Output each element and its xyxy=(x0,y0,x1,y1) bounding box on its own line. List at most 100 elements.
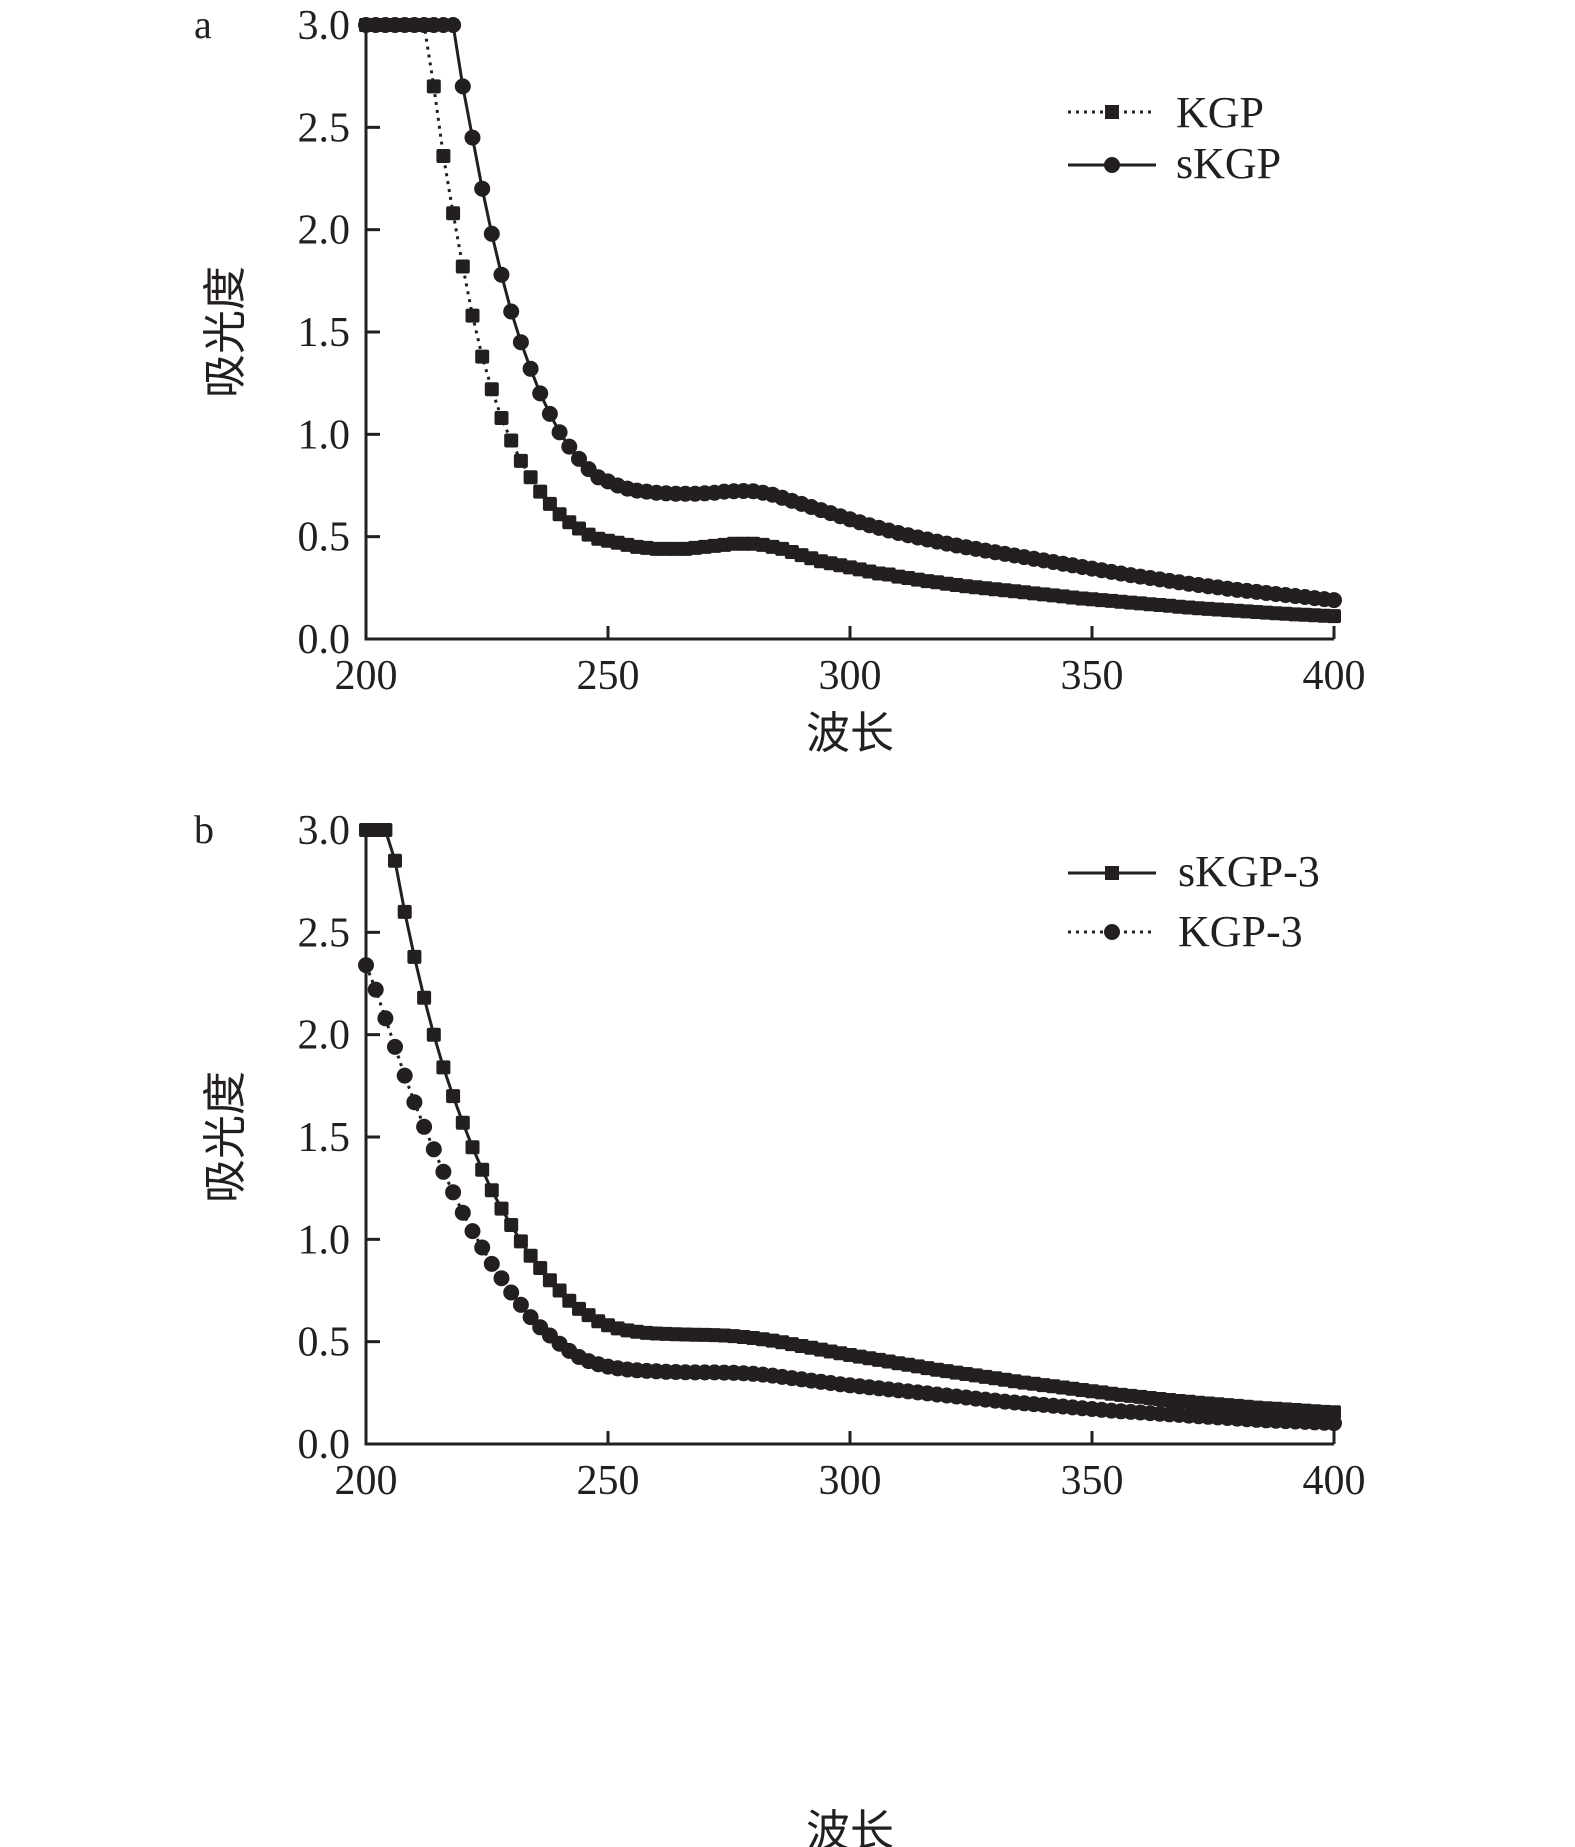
x-tick-label: 200 xyxy=(335,1458,398,1504)
series-skgp-3 xyxy=(359,823,1341,1420)
data-marks xyxy=(358,17,1342,624)
data-point-circle xyxy=(377,1010,394,1027)
data-point-square xyxy=(407,949,422,964)
legend-circle-marker-icon xyxy=(1104,157,1120,173)
series-skgp xyxy=(358,17,1342,609)
data-point-square xyxy=(455,1115,470,1130)
data-point-square xyxy=(388,853,402,868)
x-tick-label: 350 xyxy=(1061,1458,1124,1504)
data-point-square xyxy=(426,1027,441,1042)
data-point-circle xyxy=(474,180,491,197)
x-tick-label: 250 xyxy=(577,1458,640,1504)
data-point-square xyxy=(446,206,461,221)
legend-square-marker-icon xyxy=(1105,105,1119,119)
data-point-circle xyxy=(541,405,558,422)
legend-label: KGP-3 xyxy=(1178,907,1303,956)
data-point-circle xyxy=(358,957,374,974)
data-point-square xyxy=(533,484,548,499)
data-point-square xyxy=(465,308,480,323)
chart-panel-a: a 波长 吸光度 200 250 300 350 4000.00.51.01.52.02… xyxy=(194,2,1366,759)
legend-item-skgp: sKGP xyxy=(1068,139,1281,188)
data-point-circle xyxy=(474,1239,491,1256)
data-point-circle xyxy=(522,1309,539,1326)
y-axis-title: 吸光度 xyxy=(200,1071,251,1203)
y-axis-title: 吸光度 xyxy=(200,266,251,398)
data-point-circle xyxy=(512,1296,529,1313)
tick-labels: 200 250 300 350 400 0.0 0.5 1.0 1.5 2.0 2.5 3.0 xyxy=(298,808,1366,1504)
data-point-circle xyxy=(454,78,471,95)
data-point-circle xyxy=(464,129,481,146)
data-point-circle xyxy=(387,1038,403,1055)
data-point-square xyxy=(378,823,393,837)
data-point-square xyxy=(436,1060,451,1075)
panel-label: b xyxy=(194,807,214,852)
y-tick-label: 2.5 xyxy=(298,910,351,956)
data-point-circle xyxy=(445,1184,462,1201)
y-tick-label: 3.0 xyxy=(298,808,351,854)
x-tick-label: 300 xyxy=(819,653,882,699)
data-point-circle xyxy=(416,1118,433,1135)
chart-panel-b: b 波长 吸光度 200 250 300 350 4000.00.51.01.52.02… xyxy=(194,807,1366,1847)
y-tick-label: 1.0 xyxy=(298,1217,351,1263)
x-axis-title: 波长 xyxy=(806,708,894,759)
data-marks xyxy=(358,823,1342,1432)
x-tick-label: 400 xyxy=(1303,653,1366,699)
y-tick-label: 1.5 xyxy=(298,310,351,356)
data-point-square xyxy=(523,470,538,485)
legend-item-kgp: KGP xyxy=(1068,88,1264,137)
x-tick-label: 300 xyxy=(819,1458,882,1504)
data-point-circle xyxy=(561,438,578,455)
y-tick-label: 0.5 xyxy=(298,1320,351,1366)
data-point-circle xyxy=(464,1223,481,1240)
data-point-square xyxy=(397,904,412,919)
data-point-circle xyxy=(483,1255,500,1272)
y-tick-label: 1.5 xyxy=(298,1115,351,1161)
data-point-circle xyxy=(503,1284,520,1301)
data-point-square xyxy=(465,1140,480,1155)
data-point-square xyxy=(484,382,499,397)
data-point-square xyxy=(513,1234,528,1249)
data-point-square xyxy=(504,1218,519,1232)
data-point-square xyxy=(426,79,441,94)
y-tick-label: 0.0 xyxy=(298,1422,351,1468)
legend-item-kgp-3: KGP-3 xyxy=(1068,907,1303,956)
data-point-circle xyxy=(454,1204,471,1221)
y-tick-label: 0.0 xyxy=(298,617,351,663)
series-kgp xyxy=(359,18,1341,624)
y-tick-label: 0.5 xyxy=(298,515,351,561)
data-point-square xyxy=(1327,1405,1341,1420)
data-point-circle xyxy=(493,266,510,283)
data-point-square xyxy=(542,496,557,511)
data-point-circle xyxy=(522,360,539,377)
data-point-square xyxy=(513,453,528,468)
data-point-circle xyxy=(425,1141,442,1158)
x-tick-label: 200 xyxy=(335,653,398,699)
legend-label: KGP xyxy=(1176,88,1264,137)
series-kgp-3 xyxy=(358,957,1342,1432)
legend: sKGP-3 KGP-3 xyxy=(1068,847,1320,956)
y-tick-label: 2.0 xyxy=(298,208,351,254)
data-point-circle xyxy=(571,450,587,467)
data-point-circle xyxy=(512,334,529,351)
data-point-circle xyxy=(406,1094,423,1111)
data-point-square xyxy=(1327,609,1341,624)
y-tick-label: 2.0 xyxy=(298,1013,351,1059)
data-point-square xyxy=(475,349,490,364)
x-tick-label: 400 xyxy=(1303,1458,1366,1504)
data-point-square xyxy=(446,1089,461,1104)
tick-labels: 200 250 300 350 400 0.0 0.5 1.0 1.5 2.0 2.5 3.0 xyxy=(298,3,1366,699)
data-point-square xyxy=(533,1261,548,1275)
legend: KGP sKGP xyxy=(1068,88,1281,188)
legend-label: sKGP xyxy=(1176,139,1281,188)
legend-label: sKGP-3 xyxy=(1178,847,1320,896)
data-point-square xyxy=(552,1283,567,1298)
legend-square-marker-icon xyxy=(1105,866,1119,880)
data-point-circle xyxy=(532,385,549,402)
data-point-square xyxy=(484,1183,499,1198)
x-axis-title: 波长 xyxy=(806,1806,894,1847)
data-point-square xyxy=(523,1248,538,1263)
data-point-circle xyxy=(1326,592,1342,609)
data-point-circle xyxy=(445,17,462,33)
x-tick-label: 250 xyxy=(577,653,640,699)
data-point-circle xyxy=(551,424,568,441)
